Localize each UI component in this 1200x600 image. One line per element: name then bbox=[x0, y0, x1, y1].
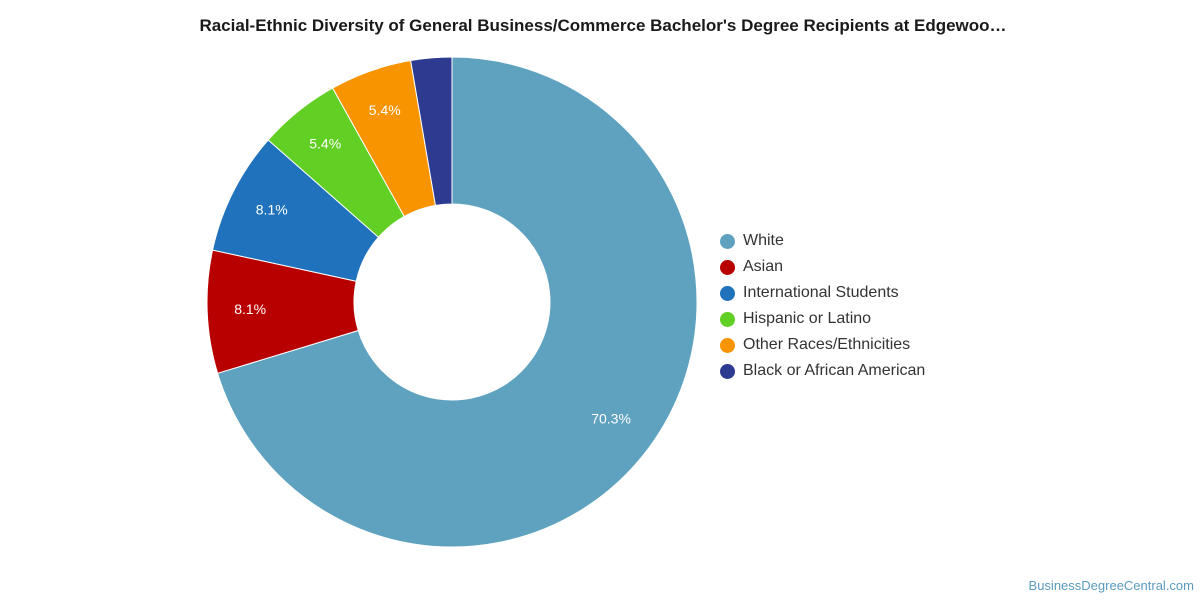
donut-slices bbox=[206, 56, 698, 548]
slice-label-asian: 8.1% bbox=[234, 301, 266, 317]
legend-label: White bbox=[743, 232, 784, 249]
legend-label: Other Races/Ethnicities bbox=[743, 336, 911, 353]
legend-label: Black or African American bbox=[743, 362, 926, 379]
slice-white[interactable] bbox=[216, 56, 698, 548]
legend-swatch bbox=[720, 311, 735, 327]
legend-swatch bbox=[720, 285, 735, 301]
legend-label: Asian bbox=[743, 258, 784, 275]
slice-label-other-races-ethnicities: 5.4% bbox=[369, 102, 401, 118]
legend-item-international-students[interactable]: International Students bbox=[720, 280, 925, 306]
legend-item-white[interactable]: White bbox=[720, 228, 925, 254]
slice-label-white: 70.3% bbox=[591, 411, 631, 427]
legend-item-black-or-african-american[interactable]: Black or African American bbox=[720, 358, 925, 384]
chart-title: Racial-Ethnic Diversity of General Busin… bbox=[199, 16, 1007, 35]
legend-item-hispanic-or-latino[interactable]: Hispanic or Latino bbox=[720, 306, 925, 332]
legend-swatch bbox=[720, 363, 735, 379]
donut-slice-labels: 70.3% 8.1% 8.1% 5.4% 5.4% bbox=[234, 102, 631, 426]
legend-item-other-races-ethnicities[interactable]: Other Races/Ethnicities bbox=[720, 332, 925, 358]
source-credit-link[interactable]: BusinessDegreeCentral.com bbox=[1028, 578, 1194, 593]
legend-swatch bbox=[720, 233, 735, 249]
chart-legend: White Asian International Students Hispanic… bbox=[720, 228, 925, 384]
slice-label-hispanic-or-latino: 5.4% bbox=[309, 135, 341, 151]
slice-black-or-african-american[interactable] bbox=[410, 56, 453, 206]
legend-item-asian[interactable]: Asian bbox=[720, 254, 925, 280]
legend-swatch bbox=[720, 259, 735, 275]
legend-label: Hispanic or Latino bbox=[743, 310, 872, 327]
legend-swatch bbox=[720, 337, 735, 353]
legend-label: International Students bbox=[743, 284, 899, 301]
slice-label-international-students: 8.1% bbox=[256, 202, 288, 218]
